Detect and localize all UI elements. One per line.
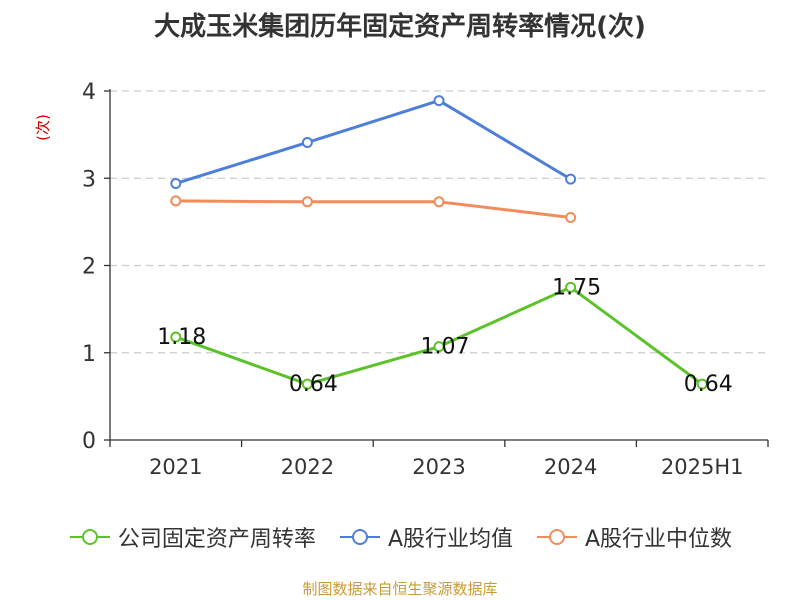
data-point bbox=[565, 173, 577, 185]
y-tick-label: 1 bbox=[82, 342, 96, 367]
legend-label-industry-mean: A股行业均值 bbox=[387, 527, 513, 552]
legend-marker-industry-mean-icon bbox=[339, 529, 380, 545]
x-tick-label: 2024 bbox=[544, 455, 597, 479]
legend-item-industry-median[interactable]: A股行业中位数 bbox=[535, 521, 732, 553]
data-point bbox=[170, 177, 182, 189]
data-point bbox=[433, 95, 445, 107]
data-point bbox=[170, 331, 182, 343]
data-point bbox=[301, 136, 313, 148]
data-point bbox=[301, 196, 313, 208]
data-point bbox=[565, 212, 577, 224]
data-label: 0.64 bbox=[289, 372, 338, 397]
data-labels: 1.18 0.64 1.07 1.75 0.64 bbox=[157, 275, 732, 397]
data-point bbox=[170, 195, 182, 207]
series-0 bbox=[170, 281, 708, 390]
axes: 0 1 2 3 4 2021 2022 2023 2024 2025H1 (次) bbox=[34, 80, 769, 479]
data-label: 1.18 bbox=[157, 325, 206, 350]
series-1 bbox=[170, 95, 577, 189]
data-source-note: 制图数据来自恒生聚源数据库 bbox=[302, 580, 498, 598]
y-tick-label: 3 bbox=[82, 167, 96, 192]
data-label: 1.75 bbox=[552, 275, 601, 300]
chart-title: 大成玉米集团历年固定资产周转率情况(次) bbox=[154, 12, 646, 42]
legend-item-industry-mean[interactable]: A股行业均值 bbox=[338, 521, 513, 553]
gridlines bbox=[110, 90, 768, 354]
series-2 bbox=[170, 195, 577, 224]
data-label: 0.64 bbox=[684, 372, 733, 397]
legend-item-company[interactable]: 公司固定资产周转率 bbox=[68, 521, 316, 553]
data-point bbox=[565, 281, 577, 293]
data-point bbox=[433, 341, 445, 353]
series-line bbox=[175, 199, 571, 220]
data-point bbox=[696, 378, 708, 390]
legend-marker-company-icon bbox=[69, 529, 110, 545]
data-point bbox=[433, 196, 445, 208]
y-axis-title: (次) bbox=[34, 114, 52, 141]
y-tick-label: 2 bbox=[82, 255, 96, 280]
y-tick-label: 4 bbox=[82, 80, 96, 105]
series-lines bbox=[170, 95, 708, 390]
data-point bbox=[301, 378, 313, 390]
y-tick-label: 0 bbox=[82, 429, 96, 454]
series-line bbox=[175, 99, 572, 185]
x-tick-label: 2021 bbox=[149, 455, 202, 479]
data-label: 1.07 bbox=[421, 335, 470, 360]
legend-marker-industry-median-icon bbox=[537, 529, 577, 545]
legend: 公司固定资产周转率 A股行业均值 A股行业中位数 bbox=[0, 519, 800, 555]
x-tick-label: 2022 bbox=[281, 455, 334, 479]
x-tick-label: 2023 bbox=[412, 455, 465, 479]
legend-label-industry-median: A股行业中位数 bbox=[585, 527, 733, 552]
legend-label-company: 公司固定资产周转率 bbox=[117, 527, 316, 552]
x-tick-label: 2025H1 bbox=[661, 455, 744, 479]
